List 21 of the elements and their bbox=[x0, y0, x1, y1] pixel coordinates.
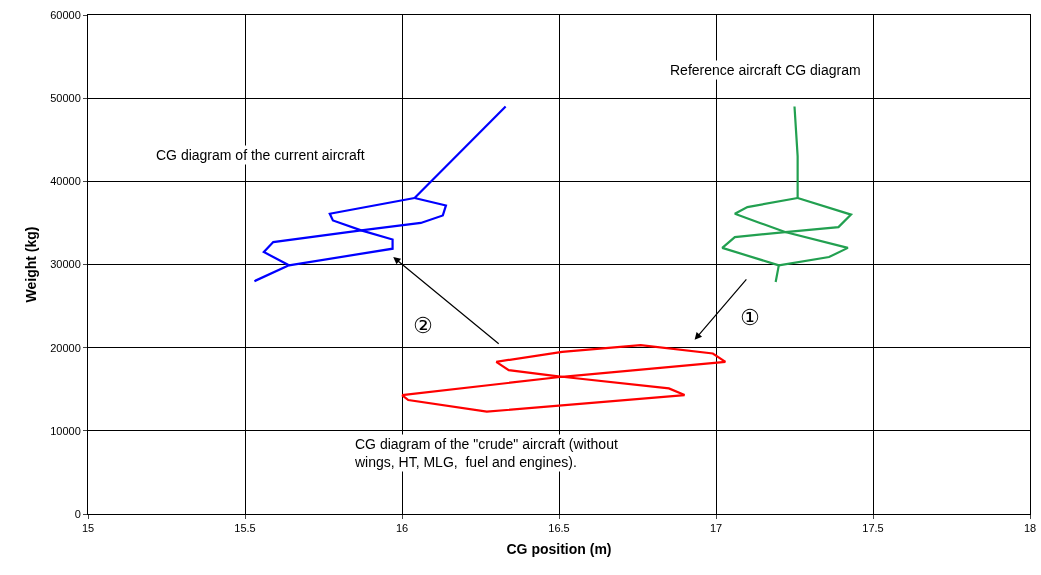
y-tick-label: 50000 bbox=[50, 92, 81, 105]
annotation: ② bbox=[413, 313, 433, 338]
y-axis-title: Weight (kg) bbox=[22, 226, 39, 303]
y-tick-label: 10000 bbox=[50, 424, 81, 437]
y-tick-label: 20000 bbox=[50, 341, 81, 354]
y-tick-label: 60000 bbox=[50, 8, 81, 21]
x-tick-label: 18 bbox=[1023, 522, 1037, 535]
annotation: Reference aircraft CG diagram bbox=[670, 62, 861, 78]
x-tick-label: 15 bbox=[81, 522, 95, 535]
x-tick-label: 17 bbox=[709, 522, 723, 535]
x-tick-label: 16 bbox=[395, 522, 409, 535]
x-axis-title: CG position (m) bbox=[506, 540, 612, 557]
y-tick-label: 30000 bbox=[50, 258, 81, 271]
annotation: CG diagram of the current aircraft bbox=[156, 147, 365, 163]
y-tick-label: 0 bbox=[74, 507, 81, 520]
y-tick-label: 40000 bbox=[50, 175, 81, 188]
x-tick-label: 16.5 bbox=[548, 522, 570, 535]
x-tick-label: 15.5 bbox=[234, 522, 256, 535]
annotation: CG diagram of the "crude" aircraft (without wings, HT, MLG, fuel and engines). bbox=[354, 436, 618, 471]
x-tick-label: 17.5 bbox=[862, 522, 884, 535]
annotation: ① bbox=[740, 305, 760, 330]
